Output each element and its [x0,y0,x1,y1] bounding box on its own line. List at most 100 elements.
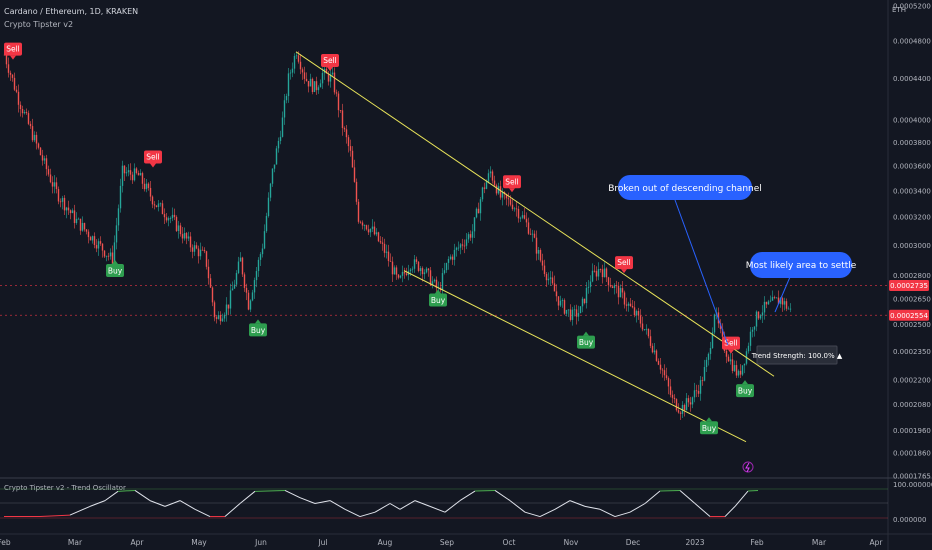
candle-body [443,270,446,274]
candle-body [151,196,154,205]
breakout-callout-text: Broken out of descending channel [608,184,762,194]
oscillator-segment [359,511,376,518]
price-tick-label: 0.0003800 [893,139,931,147]
price-tick-label: 0.0003400 [893,187,931,195]
candle-body [645,328,648,330]
candle-body [451,256,454,260]
price-axis[interactable] [888,0,932,550]
candle-body [153,204,156,206]
candle-body [359,221,362,223]
candle-body [81,222,84,231]
candle-body [493,180,496,186]
candle-body [381,242,384,244]
candle-body [143,183,146,190]
candle-body [307,81,310,87]
candle-body [463,245,466,247]
candle-body [227,304,230,309]
candle-body [547,278,550,281]
time-axis-label: Jul [317,538,327,547]
price-badge-label: 0.0002735 [890,282,928,290]
candle-body [103,250,106,257]
candle-body [655,350,658,361]
candle-body [337,93,340,111]
candle-body [361,222,364,226]
oscillator-segment [644,490,661,504]
candle-body [197,248,200,257]
candle-body [187,236,190,239]
candle-body [29,123,32,127]
candle-body [163,214,166,218]
oscillator-segment [694,503,711,517]
candle-body [31,126,34,141]
candle-body [725,351,728,357]
candle-body [685,398,688,411]
candle-body [377,232,380,242]
candle-body [721,328,724,337]
candle-body [205,251,208,267]
candle-body [611,286,614,289]
candle-body [741,365,744,375]
candle-body [423,272,426,275]
lightning-icon[interactable] [742,461,754,473]
candle-body [341,110,344,129]
candle-body [757,311,760,319]
candle-body [775,297,778,299]
candle-body [631,306,634,308]
candle-body [37,143,40,148]
candle-body [177,225,180,231]
signal-label: Sell [505,177,519,186]
oscillator-title: Crypto Tipster v2 - Trend Oscillator [4,484,126,492]
candle-body [535,237,538,254]
buy-signal: Buy [249,319,267,337]
oscillator-segment [344,508,361,518]
candle-body [665,375,668,379]
candle-body [523,215,526,219]
candle-body [751,329,754,332]
candle-body [251,292,254,301]
candle-body [217,315,220,319]
candle-body [453,249,456,260]
candle-body [415,259,418,262]
breakout-callout[interactable] [618,175,752,200]
candle-body [15,89,18,92]
candle-body [691,397,694,405]
candle-body [371,226,374,229]
candle-body [479,199,482,214]
candle-body [671,394,674,398]
candle-body [687,398,690,403]
candle-body [653,350,656,353]
candle-body [581,298,584,307]
candle-body [735,365,738,376]
buy-signal: Buy [700,417,718,435]
candle-body [53,182,56,187]
candle-body [517,208,520,219]
candle-body [619,288,622,298]
breakout-pointer [674,199,729,346]
candle-body [133,168,136,181]
candle-body [527,222,530,234]
candle-body [221,318,224,322]
candle-body [773,297,776,298]
candle-body [149,187,152,197]
candle-body [465,239,468,246]
candle-body [427,268,430,271]
candle-body [585,287,588,304]
candle-body [55,182,58,190]
candle-body [349,146,352,151]
oscillator-segment [679,490,696,504]
candle-body [63,197,66,211]
candle-body [625,304,628,306]
candle-body [495,185,498,194]
candle-body [305,78,308,82]
settle-callout[interactable] [750,252,852,278]
candle-body [129,170,132,175]
candle-body [533,233,536,238]
candle-body [85,229,88,232]
candle-body [51,182,54,187]
signal-label: Buy [431,296,446,305]
candle-body [193,245,196,252]
candle-body [505,194,508,199]
candle-body [785,301,788,309]
oscillator-segment [134,490,151,502]
